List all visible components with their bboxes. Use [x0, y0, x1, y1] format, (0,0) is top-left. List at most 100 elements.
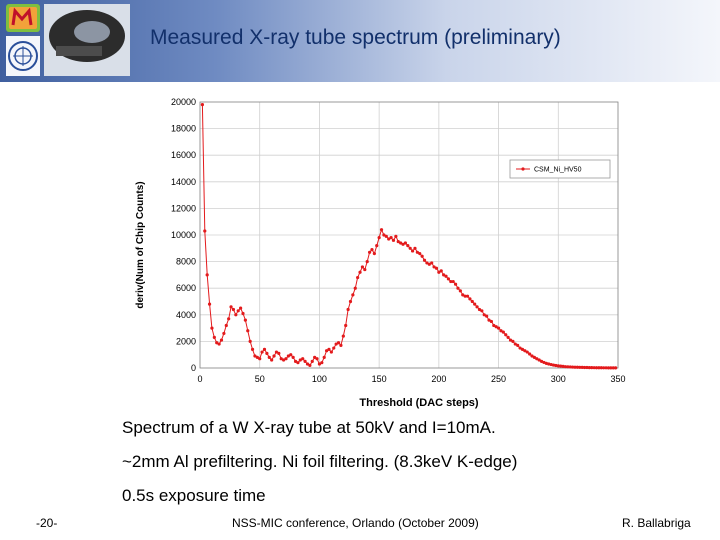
- data-point: [568, 365, 572, 369]
- data-point: [449, 279, 453, 284]
- data-point: [262, 347, 267, 351]
- data-point: [399, 241, 403, 245]
- footer-conference: NSS-MIC conference, Orlando (October 200…: [232, 516, 479, 530]
- data-point: [499, 329, 503, 333]
- legend-label: CSM_Ni_HV50: [534, 167, 582, 174]
- data-point: [279, 357, 283, 361]
- x-axis-label: Threshold (DAC steps): [359, 397, 479, 409]
- data-point: [265, 351, 269, 355]
- chart-gridlines: [199, 101, 619, 369]
- data-point: [594, 366, 599, 370]
- x-tick-label: 50: [255, 374, 265, 384]
- data-point: [351, 293, 355, 297]
- data-point: [465, 294, 470, 298]
- data-point: [389, 236, 393, 240]
- caption-line-2: ~2mm Al prefiltering. Ni foil filtering.…: [122, 452, 518, 471]
- data-point: [468, 297, 472, 301]
- data-point: [439, 269, 443, 273]
- data-point: [614, 366, 618, 370]
- data-point: [229, 305, 233, 309]
- data-point: [305, 362, 310, 366]
- data-point: [530, 354, 534, 358]
- data-point: [592, 366, 596, 370]
- data-point: [427, 262, 431, 266]
- data-point: [463, 294, 467, 298]
- data-point: [324, 349, 329, 353]
- data-point: [286, 354, 290, 358]
- data-point: [246, 329, 250, 333]
- data-point: [356, 275, 360, 280]
- data-point: [453, 282, 458, 286]
- data-point: [523, 349, 527, 353]
- slide-title: Measured X-ray tube spectrum (preliminar…: [150, 26, 561, 49]
- data-point: [597, 366, 601, 370]
- data-point: [303, 359, 307, 363]
- data-point: [320, 361, 324, 365]
- data-point: [219, 338, 224, 342]
- data-point: [215, 341, 219, 345]
- data-point: [336, 341, 341, 345]
- y-tick-label: 6000: [176, 283, 196, 293]
- data-point: [573, 365, 577, 369]
- data-point: [353, 286, 357, 290]
- x-tick-label: 350: [610, 374, 625, 384]
- data-point: [375, 244, 379, 248]
- data-point: [496, 326, 501, 330]
- data-point: [446, 277, 451, 281]
- data-point: [277, 351, 281, 355]
- data-point: [403, 241, 408, 245]
- chart-legend: CSM_Ni_HV50: [509, 159, 611, 179]
- data-point: [480, 309, 484, 313]
- data-point: [489, 319, 494, 324]
- data-point: [575, 365, 579, 369]
- data-point: [487, 318, 491, 322]
- data-point: [384, 234, 388, 238]
- y-tick-label: 4000: [176, 310, 196, 320]
- data-point: [282, 358, 286, 362]
- y-tick-label: 10000: [171, 230, 196, 240]
- data-point: [611, 366, 615, 370]
- data-point: [532, 355, 536, 359]
- data-point: [556, 364, 560, 368]
- data-point: [425, 261, 429, 265]
- data-point: [434, 266, 439, 270]
- data-point: [563, 365, 568, 369]
- data-point: [234, 313, 238, 317]
- data-point: [504, 333, 508, 337]
- data-point: [231, 307, 236, 312]
- data-point: [360, 265, 365, 269]
- data-point: [559, 364, 563, 368]
- data-point: [260, 350, 264, 354]
- data-point: [408, 246, 412, 250]
- data-point: [528, 352, 532, 356]
- data-point: [516, 343, 520, 347]
- x-tick-label: 300: [551, 374, 566, 384]
- data-point: [222, 331, 226, 336]
- data-point: [382, 233, 386, 237]
- data-point: [432, 265, 436, 269]
- data-point: [258, 357, 262, 361]
- data-point: [420, 254, 424, 258]
- x-tick-label: 200: [431, 374, 446, 384]
- legend-box: [509, 159, 611, 179]
- caption-line-3: 0.5s exposure time: [122, 486, 266, 505]
- data-point: [253, 354, 257, 358]
- data-point: [370, 248, 374, 252]
- y-tick-label: 8000: [176, 257, 196, 267]
- y-tick-label: 0: [191, 363, 196, 373]
- data-point: [456, 286, 460, 290]
- data-point: [473, 302, 477, 306]
- data-point: [458, 289, 462, 293]
- data-point: [334, 342, 338, 346]
- data-point: [284, 357, 288, 361]
- data-point: [296, 361, 300, 365]
- data-point: [582, 365, 587, 370]
- data-point: [442, 273, 446, 277]
- data-point: [485, 314, 489, 318]
- data-point: [315, 357, 319, 361]
- series-line: [201, 104, 616, 369]
- data-point: [341, 334, 345, 338]
- data-point: [391, 238, 396, 242]
- data-point: [379, 228, 384, 232]
- data-point: [241, 311, 245, 316]
